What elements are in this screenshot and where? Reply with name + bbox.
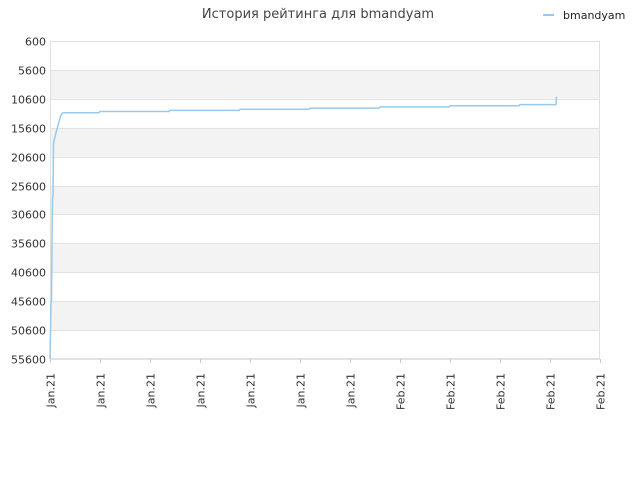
x-tick-label: Feb.21 [445,373,458,410]
y-tick-label: 40600 [11,267,46,280]
y-tick-label: 50600 [11,325,46,338]
grid-bands [50,41,600,359]
x-tick-label: Jan.21 [195,373,208,408]
grid-band [50,243,600,273]
y-tick-label: 5600 [18,65,46,78]
legend: bmandyam [543,9,625,22]
y-tick-label: 25600 [11,181,46,194]
y-tick-label: 30600 [11,209,46,222]
x-tick-label: Jan.21 [45,373,58,408]
grid-lines [50,41,600,360]
x-tick-label: Jan.21 [245,373,258,408]
x-tick-label: Jan.21 [295,373,308,408]
y-tick-label: 600 [25,36,46,49]
grid-band [50,301,600,331]
grid-band [50,69,600,99]
x-tick-label: Feb.21 [545,373,558,410]
plot-frame [50,41,600,359]
x-tick-label: Feb.21 [595,373,608,410]
y-tick-label: 35600 [11,238,46,251]
y-tick-label: 10600 [11,94,46,107]
y-tick-label: 20600 [11,152,46,165]
grid-band [50,127,600,157]
x-axis: Jan.21 Jan.21 Jan.21 Jan.21 Jan.21 Jan.21 Jan.… [45,359,608,410]
x-tick-label: Feb.21 [395,373,408,410]
series-group [49,96,558,360]
x-tick-label: Jan.21 [95,373,108,408]
chart-title: История рейтинга для bmandyam [202,7,434,22]
series-line-bmandyam [49,96,558,360]
y-tick-label: 55600 [11,354,46,367]
grid-band [50,185,600,215]
legend-label: bmandyam [563,9,625,22]
x-tick-label: Feb.21 [495,373,508,410]
y-axis: 600 5600 10600 15600 20600 25600 30600 35600 406… [11,36,46,367]
y-tick-label: 15600 [11,123,46,136]
x-tick-label: Jan.21 [145,373,158,408]
x-tick-label: Jan.21 [345,373,358,408]
y-tick-label: 45600 [11,296,46,309]
